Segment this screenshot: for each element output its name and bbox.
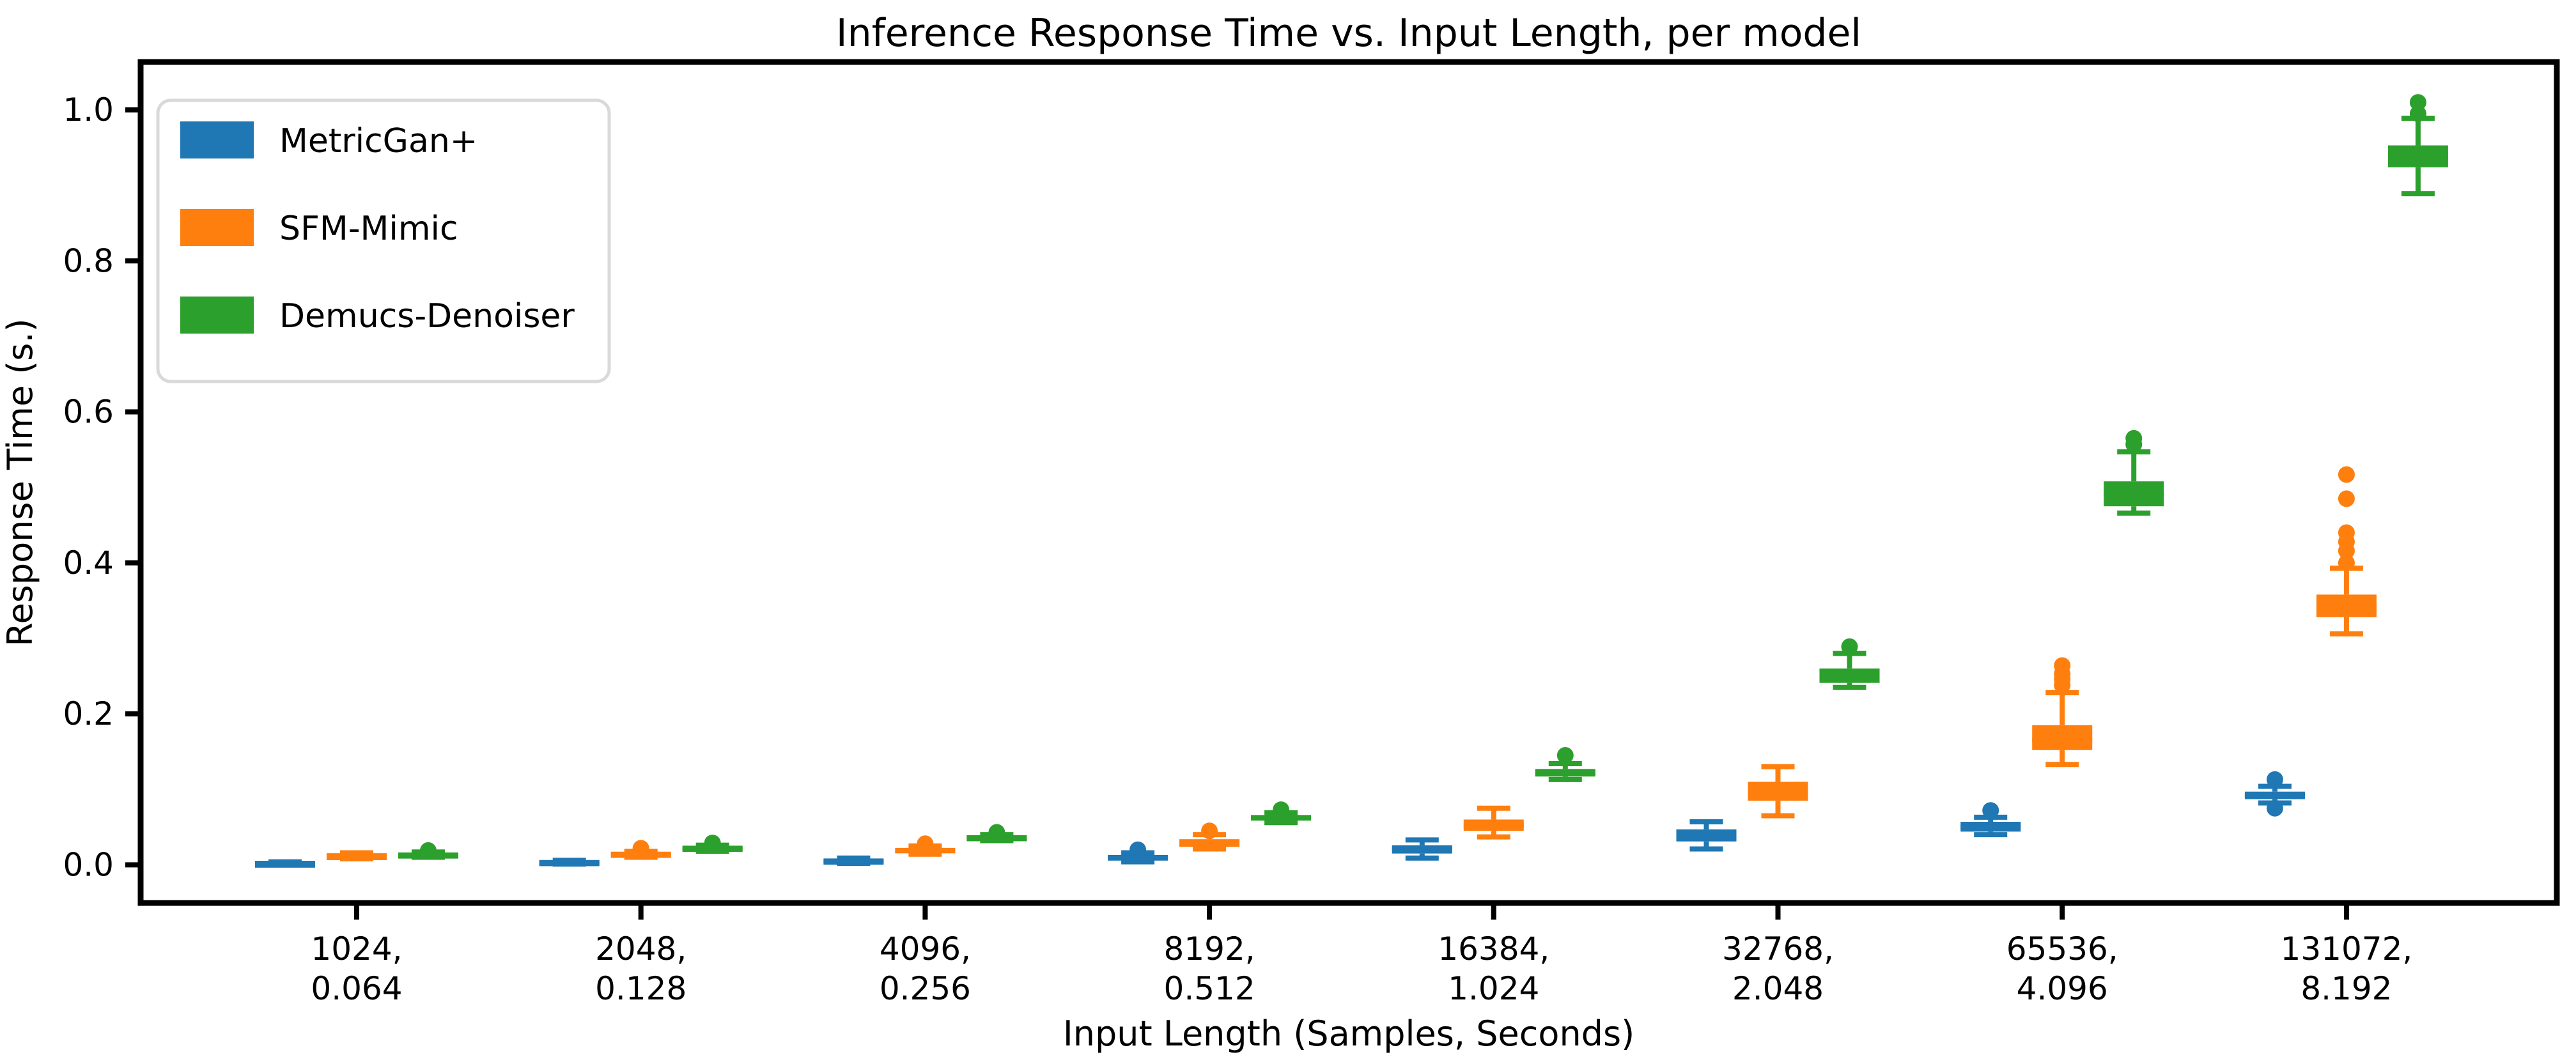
box-Demucs-Denoiser-4.096 [2104,429,2164,516]
legend-swatch-MetricGan+ [180,121,254,158]
box-MetricGan+-0.512 [1108,841,1168,865]
x-tick-label-samples: 2048, [595,930,687,968]
x-tick-label-seconds: 4.096 [2017,970,2108,1007]
x-tick-label-samples: 8192, [1164,930,1255,968]
legend-label: MetricGan+ [279,122,477,160]
outlier-dot [1273,801,1290,819]
x-tick-label-samples: 1024, [311,930,402,968]
x-tick-label-seconds: 2.048 [1732,970,1824,1007]
x-tick-label-samples: 4096, [880,930,971,968]
outlier-dot [2266,799,2283,817]
x-tick-label-samples: 131072, [2281,930,2413,968]
x-axis-label: Input Length (Samples, Seconds) [1063,1014,1634,1054]
y-tick-label: 1.0 [63,91,114,128]
legend-label: SFM-Mimic [279,210,458,248]
outlier-dot [704,835,721,852]
y-tick-label: 0.6 [63,394,114,431]
box-SFM-Mimic-1.024 [1463,805,1524,840]
box-Demucs-Denoiser-0.256 [966,824,1027,844]
box-SFM-Mimic-8.192 [2316,466,2377,636]
plot-border [137,59,2560,906]
box-SFM-Mimic-4.096 [2032,657,2093,767]
x-tick-label-seconds: 0.256 [880,970,971,1007]
legend: MetricGan+ SFM-Mimic Demucs-Denoiser [156,98,611,383]
box-MetricGan+-4.096 [1960,802,2021,838]
outlier-dot [2409,94,2426,111]
legend-swatch-SFM-Mimic [180,209,254,246]
legend-label: Demucs-Denoiser [279,297,575,335]
box-SFM-Mimic-0.064 [326,850,387,861]
outlier-dot [2054,657,2071,674]
x-tick-label-seconds: 8.192 [2301,970,2392,1007]
outlier-dot [2338,554,2355,571]
box-Demucs-Denoiser-0.064 [398,842,458,860]
box-SFM-Mimic-0.256 [895,835,956,857]
legend-swatch-Demucs-Denoiser [180,297,254,334]
outlier-dot [1556,747,1574,764]
x-tick-label-samples: 32768, [1722,930,1834,968]
box-MetricGan+-1.024 [1392,837,1452,861]
outlier-dot [1129,841,1147,858]
box-MetricGan+-0.128 [539,858,600,867]
outlier-dot [1201,822,1218,840]
y-tick-label: 0.8 [63,242,114,279]
y-tick-label: 0.2 [63,695,114,732]
outlier-dot [2338,466,2355,483]
box-Demucs-Denoiser-0.512 [1251,801,1312,826]
box-SFM-Mimic-0.128 [610,840,671,860]
chart-title: Inference Response Time vs. Input Length… [836,11,1861,56]
outlier-dot [1841,638,1858,655]
outlier-dot [1982,802,1999,819]
x-tick-label-seconds: 0.064 [311,970,402,1007]
box-MetricGan+-8.192 [2244,771,2305,817]
x-tick-label-seconds: 0.128 [595,970,687,1007]
outlier-dot [2338,490,2355,507]
box-Demucs-Denoiser-1.024 [1535,747,1595,782]
box-MetricGan+-0.256 [823,855,884,866]
outlier-dot [2338,524,2355,541]
outlier-dot [419,842,437,859]
outlier-dot [917,835,934,852]
x-tick-label-seconds: 1.024 [1448,970,1539,1007]
legend-frame [156,98,611,383]
outlier-dot [988,824,1005,841]
box-SFM-Mimic-2.048 [1748,764,1808,819]
box-SFM-Mimic-0.512 [1179,822,1240,852]
box-MetricGan+-0.064 [254,859,315,868]
outlier-dot [2266,771,2283,788]
box-Demucs-Denoiser-0.128 [682,835,743,854]
box-MetricGan+-2.048 [1676,819,1737,852]
y-tick-label: 0.0 [63,846,114,883]
x-tick-label-samples: 16384, [1438,930,1549,968]
y-axis-label: Response Time (s.) [0,318,40,646]
box-Demucs-Denoiser-8.192 [2387,94,2448,197]
box-Demucs-Denoiser-2.048 [1819,638,1880,690]
x-tick-label-seconds: 0.512 [1164,970,1255,1007]
y-tick-label: 0.4 [63,544,114,582]
outlier-dot [632,840,649,857]
outlier-dot [2125,429,2143,447]
x-tick-label-samples: 65536, [2006,930,2118,968]
